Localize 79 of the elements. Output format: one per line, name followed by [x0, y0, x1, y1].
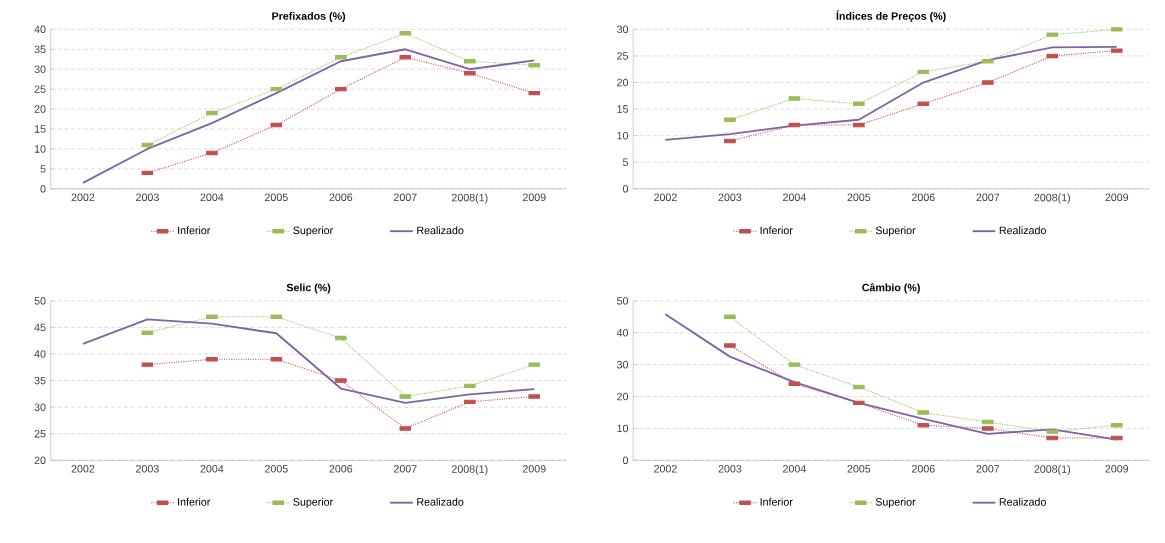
- x-tick-label: 2003: [718, 465, 742, 473]
- x-tick-label: 2004: [200, 465, 224, 473]
- x-tick-label: 2003: [136, 465, 159, 473]
- x-tick-label: 2008(1): [1034, 193, 1070, 204]
- y-tick-label: 45: [34, 323, 46, 332]
- legend-label: Inferior: [760, 226, 793, 235]
- x-tick-label: 2004: [783, 193, 806, 202]
- y-tick-label: 15: [617, 105, 629, 113]
- x-tick-label: 2009: [522, 193, 546, 202]
- x-tick-label: 2009: [1105, 465, 1129, 473]
- x-tick-label: 2008(1): [451, 465, 488, 475]
- y-tick-label: 30: [34, 65, 46, 73]
- y-tick-label: 20: [34, 105, 46, 113]
- x-tick-label: 2008(1): [451, 193, 488, 204]
- legend-label: Realizado: [999, 226, 1046, 235]
- y-tick-label: 20: [617, 78, 629, 87]
- legend-label: Realizado: [417, 497, 464, 506]
- y-tick-label: 50: [617, 297, 629, 305]
- x-tick-label: 2005: [265, 465, 288, 473]
- y-tick-label: 0: [622, 456, 629, 465]
- x-tick-label: 2006: [912, 465, 935, 473]
- y-tick-label: 25: [34, 429, 46, 438]
- y-tick-label: 10: [617, 131, 629, 140]
- x-tick-label: 2002: [654, 465, 677, 473]
- x-tick-label: 2008(1): [1034, 465, 1070, 475]
- y-tick-label: 30: [617, 360, 629, 369]
- y-tick-label: 10: [617, 424, 629, 433]
- y-tick-label: 0: [40, 185, 46, 193]
- x-tick-label: 2006: [329, 193, 353, 202]
- x-tick-label: 2009: [522, 465, 546, 473]
- line-series: [81, 48, 536, 184]
- y-tick-label: 5: [40, 165, 46, 173]
- y-tick-label: 30: [617, 25, 629, 34]
- x-tick-label: 2002: [654, 193, 677, 202]
- x-tick-label: 2007: [976, 465, 1000, 473]
- x-tick-label: 2005: [847, 193, 871, 202]
- y-tick-label: 40: [34, 25, 46, 34]
- legend-label: Inferior: [178, 497, 211, 506]
- x-tick-label: 2004: [783, 465, 806, 473]
- y-tick-label: 35: [34, 45, 46, 54]
- chart-title: Índices de Preços (%): [836, 10, 946, 22]
- legend-label: Inferior: [760, 497, 793, 506]
- x-tick-label: 2007: [393, 465, 417, 473]
- x-tick-label: 2007: [393, 193, 417, 202]
- x-tick-label: 2006: [912, 193, 935, 202]
- y-tick-label: 25: [617, 52, 629, 60]
- y-tick-label: 40: [34, 350, 46, 358]
- y-tick-label: 0: [622, 185, 629, 193]
- x-tick-label: 2005: [847, 465, 871, 473]
- y-tick-label: 10: [34, 145, 46, 153]
- x-tick-label: 2003: [136, 193, 159, 202]
- x-tick-label: 2003: [718, 193, 742, 202]
- x-tick-label: 2004: [200, 193, 224, 202]
- y-tick-label: 35: [34, 376, 46, 385]
- x-tick-label: 2002: [71, 193, 95, 202]
- x-tick-label: 2006: [329, 465, 353, 473]
- legend-label: Superior: [293, 497, 333, 508]
- legend-label: Realizado: [417, 226, 464, 235]
- x-tick-label: 2002: [71, 465, 95, 473]
- chart-title: Câmbio (%): [862, 283, 920, 294]
- legend-label: Realizado: [999, 497, 1046, 506]
- y-tick-label: 5: [622, 158, 629, 166]
- y-tick-label: 30: [34, 403, 46, 411]
- y-tick-label: 40: [616, 328, 629, 337]
- legend-label: Superior: [875, 226, 916, 237]
- y-tick-label: 25: [34, 85, 46, 93]
- y-tick-label: 20: [617, 392, 629, 401]
- line-series: [81, 318, 536, 404]
- x-tick-label: 2005: [265, 193, 288, 202]
- y-tick-label: 50: [34, 297, 46, 305]
- legend-label: Superior: [875, 497, 916, 508]
- legend-label: Superior: [293, 226, 333, 237]
- y-tick-label: 15: [34, 125, 46, 133]
- x-tick-label: 2007: [976, 193, 1000, 202]
- chart-title: Prefixados (%): [272, 12, 346, 22]
- chart-title: Selic (%): [286, 283, 331, 294]
- x-tick-label: 2009: [1105, 193, 1129, 202]
- legend-label: Inferior: [178, 226, 211, 235]
- y-tick-label: 20: [34, 456, 46, 465]
